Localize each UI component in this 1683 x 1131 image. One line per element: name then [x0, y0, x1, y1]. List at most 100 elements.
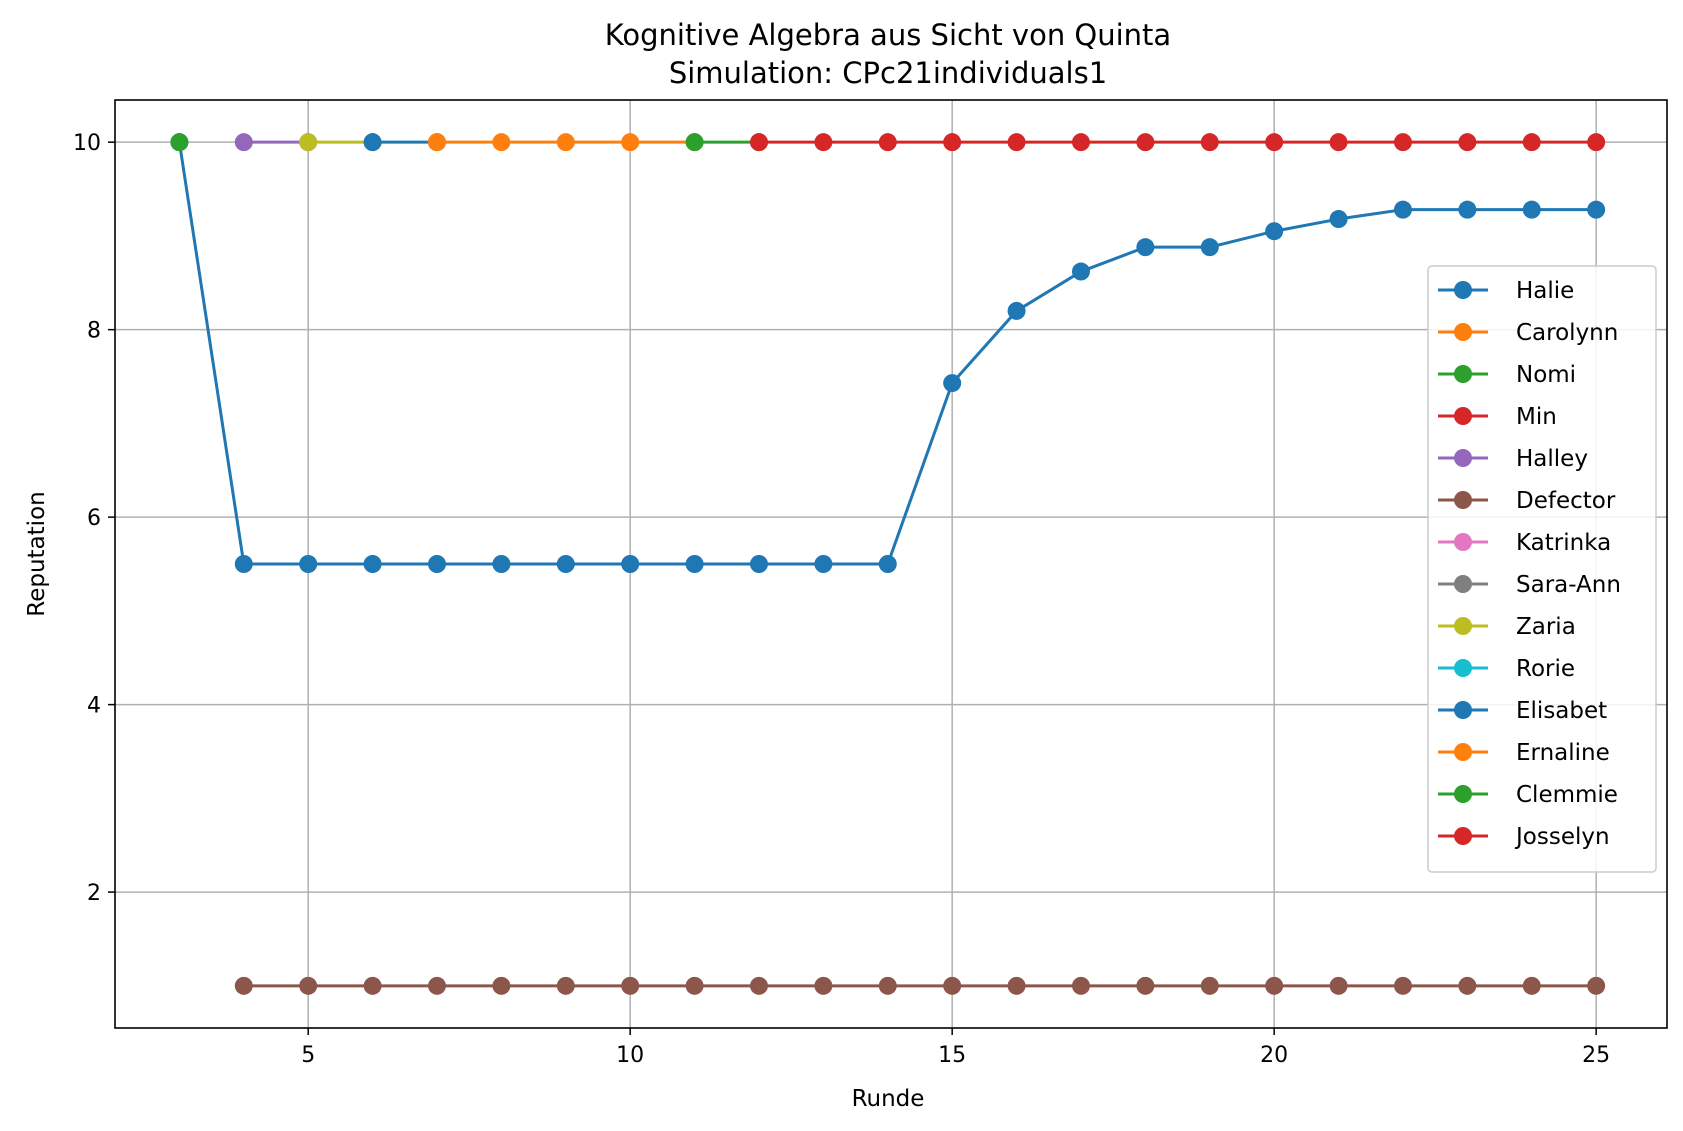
data-point	[1007, 976, 1026, 995]
x-tick-label: 20	[1260, 1043, 1288, 1068]
data-point	[299, 133, 318, 152]
data-point	[427, 133, 446, 152]
y-tick-label: 4	[87, 694, 101, 719]
legend: Halie Carolynn Nomi Min Halley Defector Katrin…	[1427, 265, 1657, 873]
data-point	[170, 133, 189, 152]
legend-label: Katrinka	[1516, 530, 1611, 556]
x-tick-label: 5	[301, 1043, 315, 1068]
legend-label: Halley	[1516, 446, 1588, 472]
legend-marker	[1454, 449, 1472, 467]
legend-item-ernaline: Ernaline	[1438, 740, 1610, 766]
data-point	[234, 555, 253, 573]
data-point	[943, 133, 962, 152]
legend-label: Halie	[1516, 278, 1574, 304]
data-point	[878, 976, 897, 995]
x-axis-label: Runde	[852, 1086, 925, 1112]
data-point	[943, 976, 962, 995]
data-point	[814, 976, 833, 995]
data-point	[1265, 133, 1284, 152]
x-tick-label: 25	[1582, 1043, 1610, 1068]
legend-item-katrinka: Katrinka	[1438, 530, 1611, 556]
series-layer	[170, 133, 1606, 995]
y-tick-label: 8	[87, 319, 101, 344]
legend-marker	[1454, 407, 1472, 425]
legend-item-halley: Halley	[1438, 446, 1588, 472]
plot-frame	[114, 99, 1668, 1029]
legend-marker	[1454, 491, 1472, 509]
series-ernaline	[427, 133, 704, 152]
data-point	[1200, 976, 1219, 995]
data-point	[492, 976, 511, 995]
legend-marker	[1454, 785, 1472, 803]
series-josselyn	[749, 133, 1606, 152]
legend-item-rorie: Rorie	[1438, 656, 1575, 682]
legend-marker	[1454, 365, 1472, 383]
chart-subtitle: Simulation: CPc21individuals1	[669, 56, 1107, 90]
data-point	[1329, 133, 1348, 152]
data-point	[1393, 976, 1412, 995]
data-point	[363, 555, 382, 573]
data-point	[427, 976, 446, 995]
data-point	[363, 976, 382, 995]
y-tick-label: 10	[73, 131, 101, 156]
data-point	[1136, 133, 1155, 152]
data-point	[878, 133, 897, 152]
data-point	[1458, 133, 1477, 152]
data-point	[749, 133, 768, 152]
legend-marker	[1454, 323, 1472, 341]
data-point	[749, 555, 768, 573]
data-point	[1329, 210, 1348, 229]
legend-label: Carolynn	[1516, 320, 1618, 346]
data-point	[749, 976, 768, 995]
legend-item-elisabet: Elisabet	[1438, 698, 1607, 724]
legend-marker	[1454, 281, 1472, 299]
data-point	[943, 374, 962, 393]
data-point	[1071, 976, 1090, 995]
legend-marker	[1454, 617, 1472, 635]
legend-label: Elisabet	[1516, 698, 1607, 724]
series-halie	[170, 133, 1606, 573]
data-point	[685, 555, 704, 573]
legend-item-clemmie: Clemmie	[1438, 782, 1618, 808]
data-point	[234, 976, 253, 995]
data-point	[1007, 301, 1026, 320]
data-point	[1136, 238, 1155, 257]
legend-marker	[1454, 701, 1472, 719]
data-point	[1200, 133, 1219, 152]
series-defector	[234, 976, 1606, 995]
data-point	[878, 555, 897, 573]
data-point	[1587, 200, 1606, 219]
series-nomi	[170, 133, 189, 152]
data-point	[1522, 200, 1541, 219]
data-point	[1265, 222, 1284, 241]
data-point	[492, 133, 511, 152]
data-point	[556, 976, 575, 995]
legend-item-carolynn: Carolynn	[1438, 320, 1618, 346]
data-point	[556, 133, 575, 152]
legend-item-josselyn: Josselyn	[1438, 824, 1610, 850]
data-point	[492, 555, 511, 573]
data-point	[1136, 976, 1155, 995]
legend-label: Clemmie	[1516, 782, 1618, 808]
legend-item-defector: Defector	[1438, 488, 1616, 514]
legend-label: Nomi	[1516, 362, 1576, 388]
legend-label: Ernaline	[1516, 740, 1610, 766]
data-point	[621, 133, 640, 152]
data-point	[1458, 976, 1477, 995]
y-tick-label: 6	[87, 506, 101, 531]
data-point	[363, 133, 382, 152]
data-point	[621, 555, 640, 573]
legend-label: Rorie	[1516, 656, 1575, 682]
x-tick-label: 15	[938, 1043, 966, 1068]
legend-item-sara-ann: Sara-Ann	[1438, 572, 1621, 598]
data-point	[427, 555, 446, 573]
legend-label: Defector	[1516, 488, 1616, 514]
data-point	[685, 976, 704, 995]
data-point	[621, 976, 640, 995]
data-point	[1587, 133, 1606, 152]
legend-marker	[1454, 743, 1472, 761]
data-point	[234, 133, 253, 152]
data-point	[814, 555, 833, 573]
data-point	[685, 133, 704, 152]
